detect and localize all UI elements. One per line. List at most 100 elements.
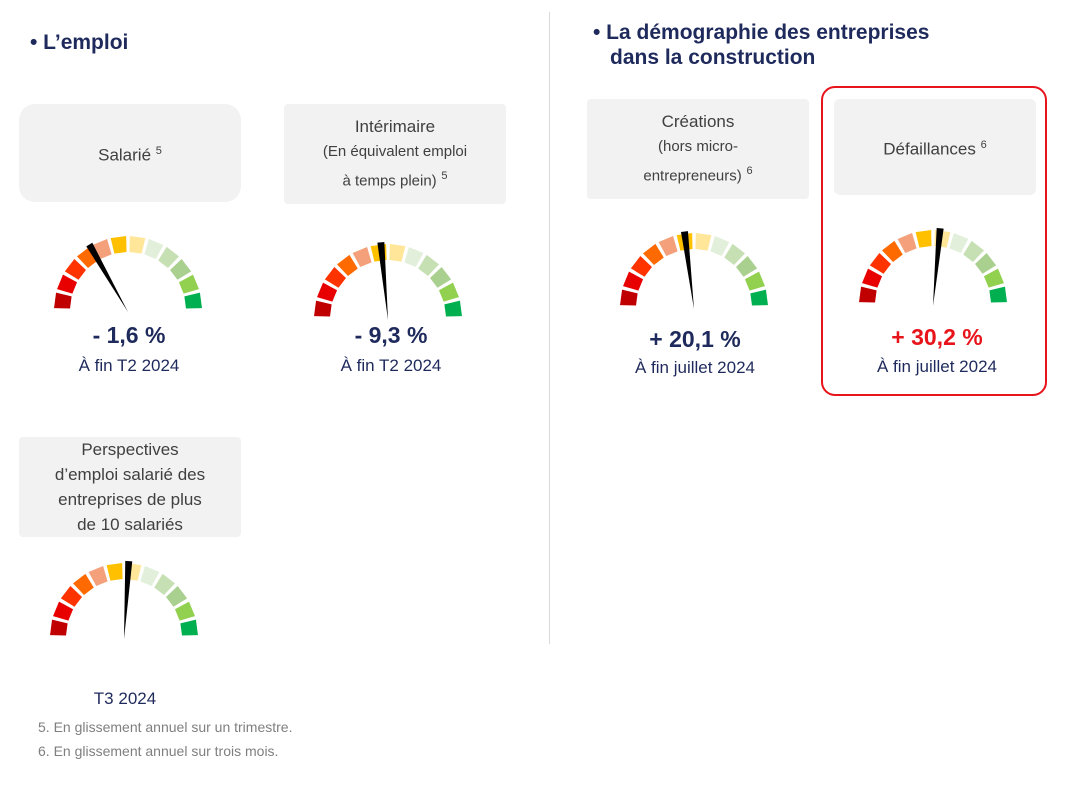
period-perspectives: T3 2024 <box>93 689 157 708</box>
gauge-segment <box>50 619 68 636</box>
gauge-segment <box>695 233 712 251</box>
card-title: Perspectives <box>81 440 179 459</box>
footnote-ref: 6 <box>980 138 987 151</box>
value-interimaire: - 9,3 % <box>354 322 428 348</box>
gauge-segment <box>744 271 765 291</box>
gauge-segment <box>57 274 78 294</box>
period-interimaire: À fin T2 2024 <box>340 356 442 375</box>
gauge-segment <box>166 585 188 607</box>
value-defaillances: + 30,2 % <box>891 324 983 350</box>
gauge-segment <box>642 243 664 265</box>
footnote-ref: 6 <box>746 164 753 177</box>
gauge-interimaire <box>314 242 462 320</box>
card-subtitle: (hors micro- <box>657 137 738 155</box>
gauge-segment <box>144 239 164 260</box>
gauge-segment <box>989 286 1007 303</box>
period-defaillances: À fin juillet 2024 <box>876 357 998 376</box>
gauge-segment <box>324 266 346 288</box>
card-defaillances: Défaillances 6 <box>834 99 1036 195</box>
gauge-segment <box>60 585 82 607</box>
gauge-segment <box>710 236 730 257</box>
gauge-segment <box>430 266 452 288</box>
title-line: dans la construction <box>610 46 816 69</box>
period-creations: À fin juillet 2024 <box>634 358 756 377</box>
card-subtitle: (En équivalent emploi <box>322 142 468 160</box>
gauge-segment <box>623 271 644 291</box>
gauge-segment <box>170 258 192 280</box>
gauge-segment <box>184 292 202 309</box>
card-title: Salarié <box>98 145 152 165</box>
gauge-segment <box>314 300 332 317</box>
gauge-segment <box>418 254 440 276</box>
gauge-segment <box>64 258 86 280</box>
divider <box>549 12 550 644</box>
card-interimaire: Intérimaire (En équivalent emploi à temps … <box>284 104 506 204</box>
period-salarie: À fin T2 2024 <box>78 356 180 375</box>
card-title: Intérimaire <box>354 116 436 136</box>
card-salarie: Salarié 5 <box>19 104 241 202</box>
gauge-segment <box>140 566 160 587</box>
gauge-segment <box>106 563 123 581</box>
section-title-emploi: • L’emploi <box>30 31 129 54</box>
gauge-perspectives <box>50 560 198 639</box>
card-creations: Créations (hors micro-entrepreneurs) 6 <box>587 99 809 199</box>
gauge-segment <box>92 239 112 260</box>
gauge-segment <box>736 255 758 277</box>
footnote-ref: 5 <box>441 169 448 182</box>
gauge-needle <box>124 560 133 639</box>
gauge-segment <box>352 247 372 268</box>
card-subtitle: entrepreneurs) <box>643 167 742 185</box>
gauge-segment <box>869 252 891 274</box>
gauge-segment <box>438 282 459 302</box>
gauge-segment <box>404 247 424 268</box>
gauge-segment <box>630 255 652 277</box>
gauge-segment <box>983 268 1004 288</box>
gauge-segment <box>158 246 180 268</box>
gauge-segment <box>336 254 358 276</box>
gauge-segment <box>949 233 969 254</box>
gauge-segment <box>110 236 127 254</box>
gauge-salarie <box>54 236 202 312</box>
value-creations: + 20,1 % <box>649 326 741 352</box>
gauge-needle <box>681 231 694 309</box>
gauge-needle <box>933 228 944 306</box>
card-subtitle: entreprises de plus <box>58 490 202 509</box>
gauge-creations <box>620 231 768 309</box>
gauge-segment <box>178 274 199 294</box>
footnote-6: 6. En glissement annuel sur trois mois. <box>38 743 279 759</box>
gauge-segment <box>129 236 146 254</box>
card-title: Défaillances <box>883 139 976 159</box>
card-subtitle: d’emploi salarié des <box>54 465 206 484</box>
gauge-needle <box>86 242 128 312</box>
gauge-segment <box>154 573 176 595</box>
footnote-ref: 5 <box>155 144 162 157</box>
gauge-defaillances <box>859 228 1007 306</box>
title-line: • La démographie des entreprises <box>593 21 930 44</box>
card-perspectives: Perspectives d’emploi salarié des entrepri… <box>19 437 241 537</box>
gauge-segment <box>975 252 997 274</box>
value-salarie: - 1,6 % <box>92 322 166 348</box>
gauge-segment <box>859 286 877 303</box>
gauge-segment <box>620 289 638 306</box>
highlight-frame <box>821 86 1047 396</box>
footnote-5: 5. En glissement annuel sur un trimestre… <box>38 719 293 735</box>
gauge-segment <box>750 289 768 306</box>
gauge-segment <box>72 573 94 595</box>
gauge-segment <box>881 240 903 262</box>
gauge-segment <box>54 292 72 309</box>
gauge-segment <box>88 566 108 587</box>
card-subtitle: de 10 salariés <box>77 515 183 534</box>
gauge-segment <box>317 282 338 302</box>
gauge-segment <box>53 601 74 621</box>
gauge-segment <box>963 240 985 262</box>
gauge-segment <box>915 230 932 248</box>
gauge-segment <box>897 233 917 254</box>
gauge-segment <box>862 268 883 288</box>
gauge-segment <box>180 619 198 636</box>
section-title-demographie: • La démographie des entreprises dans la … <box>593 20 929 70</box>
gauge-segment <box>389 244 406 262</box>
gauge-segment <box>724 243 746 265</box>
gauge-segment <box>174 601 195 621</box>
card-title: Créations <box>661 111 735 131</box>
card-subtitle: à temps plein) <box>342 172 437 190</box>
